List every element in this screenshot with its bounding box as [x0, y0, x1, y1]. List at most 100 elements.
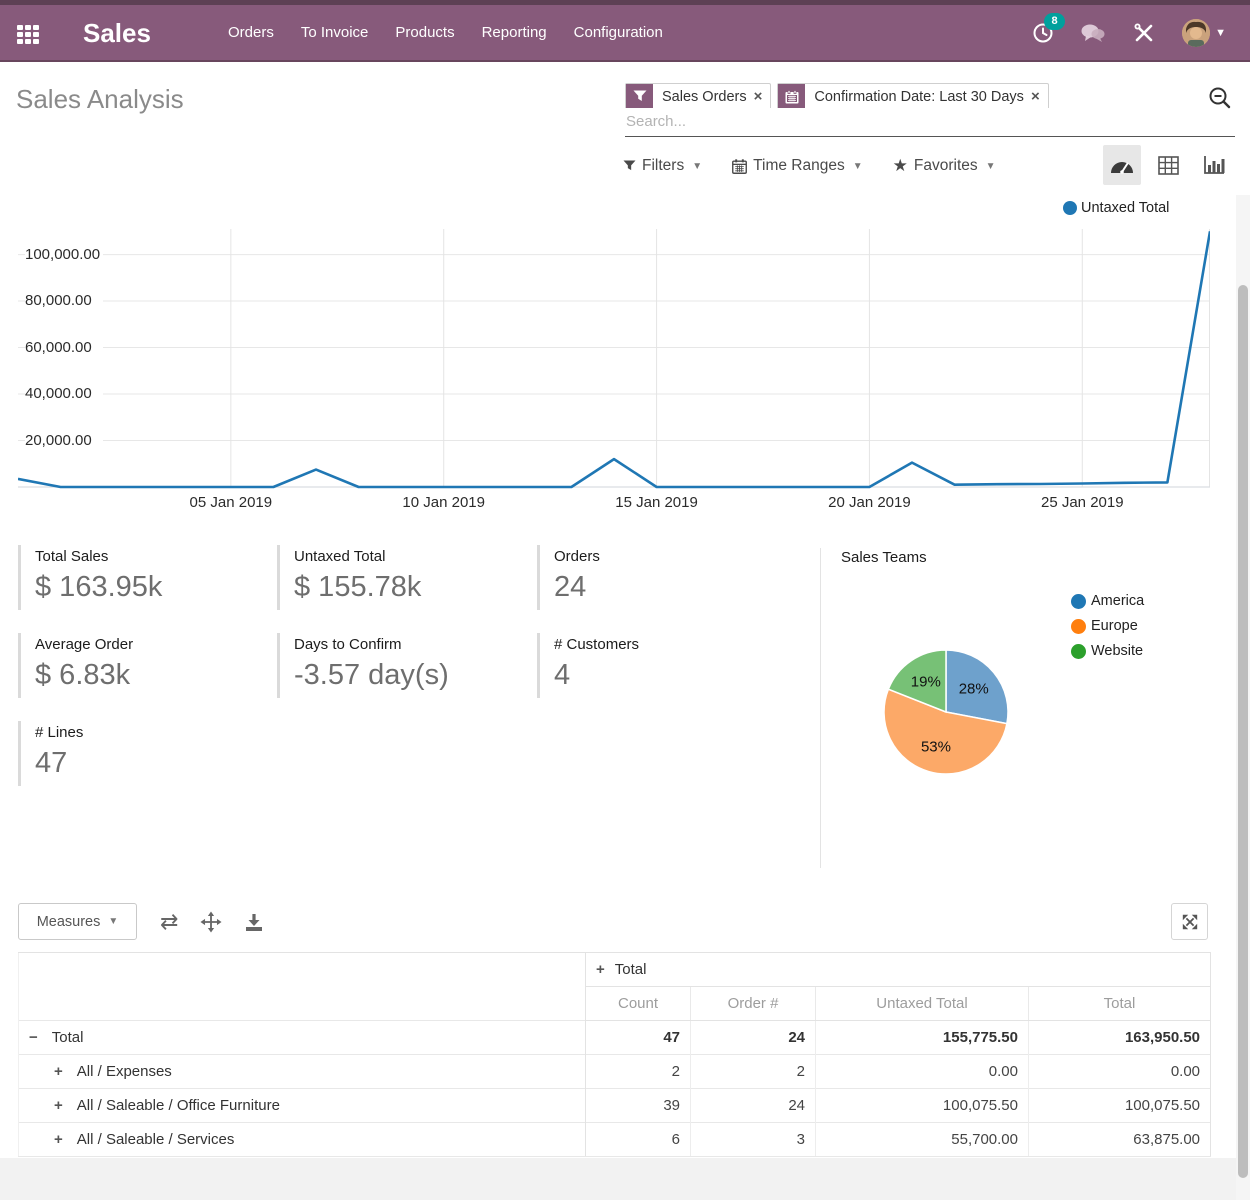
legend-website[interactable]: Website — [1071, 643, 1144, 659]
cell: 55,700.00 — [816, 1123, 1029, 1157]
pie-slice-percentage: 53% — [921, 738, 951, 755]
avatar — [1182, 19, 1210, 47]
kpi-untaxed-total[interactable]: Untaxed Total $ 155.78k — [277, 545, 525, 610]
fullscreen-button[interactable] — [1171, 903, 1208, 940]
y-tick-label: 40,000.00 — [25, 385, 103, 402]
time-ranges-dropdown[interactable]: Time Ranges ▼ — [732, 157, 863, 175]
chevron-down-icon: ▼ — [692, 161, 702, 172]
cell: 2 — [586, 1055, 691, 1089]
activities-button[interactable]: 8 — [1032, 22, 1054, 44]
section-divider — [820, 548, 821, 868]
user-menu[interactable]: ▼ — [1182, 19, 1226, 47]
y-tick-label: 80,000.00 — [25, 292, 103, 309]
chevron-down-icon: ▼ — [108, 916, 118, 927]
facet-remove-icon[interactable]: × — [754, 84, 771, 109]
tools-icon — [1132, 21, 1156, 45]
cell: 24 — [691, 1021, 816, 1055]
pie-slice-percentage: 28% — [959, 681, 989, 698]
filter-icon — [626, 84, 653, 109]
cell: 3 — [691, 1123, 816, 1157]
systray: 8 — [1032, 5, 1226, 60]
row-header-office-furniture[interactable]: +All / Saleable / Office Furniture — [19, 1089, 586, 1123]
kpi-days-to-confirm[interactable]: Days to Confirm -3.57 day(s) — [277, 633, 525, 698]
bar-chart-icon — [1203, 155, 1225, 175]
apps-menu-icon[interactable] — [17, 25, 43, 47]
calendar-icon — [778, 84, 805, 109]
download-xlsx-button[interactable] — [244, 912, 264, 932]
x-tick-label: 25 Jan 2019 — [1022, 494, 1142, 511]
pivot-column-group-total[interactable]: +Total — [586, 953, 1211, 987]
row-header-services[interactable]: +All / Saleable / Services — [19, 1123, 586, 1157]
row-header-expenses[interactable]: +All / Expenses — [19, 1055, 586, 1089]
kpi-lines[interactable]: # Lines 47 — [18, 721, 266, 786]
line-chart-plot — [18, 228, 1210, 490]
header-order-count[interactable]: Order # — [691, 987, 816, 1021]
star-icon: ★ — [893, 156, 908, 176]
expand-icon — [1181, 913, 1199, 931]
chevron-down-icon: ▼ — [1215, 27, 1226, 39]
measures-button[interactable]: Measures ▼ — [18, 903, 137, 940]
pivot-view-button[interactable] — [1149, 145, 1187, 185]
chat-icon — [1080, 22, 1106, 44]
cell: 24 — [691, 1089, 816, 1123]
legend-europe[interactable]: Europe — [1071, 618, 1144, 634]
menu-orders[interactable]: Orders — [228, 24, 274, 41]
header-untaxed-total[interactable]: Untaxed Total — [816, 987, 1029, 1021]
x-tick-label: 05 Jan 2019 — [171, 494, 291, 511]
legend-america[interactable]: America — [1071, 593, 1144, 609]
legend-dot — [1063, 201, 1077, 215]
y-tick-label: 100,000.00 — [25, 246, 103, 263]
activities-badge: 8 — [1044, 13, 1065, 30]
facet-confirmation-date: Confirmation Date: Last 30 Days × — [777, 83, 1048, 110]
search-input[interactable] — [625, 108, 1235, 136]
favorites-dropdown[interactable]: ★ Favorites ▼ — [893, 156, 996, 176]
sales-teams-pie — [879, 645, 1013, 779]
pivot-row-office-furniture: +All / Saleable / Office Furniture 39 24… — [19, 1089, 1211, 1123]
flip-axis-button[interactable]: ⇄ — [160, 911, 178, 933]
kpi-customers[interactable]: # Customers 4 — [537, 633, 785, 698]
app-title: Sales — [83, 18, 151, 49]
pivot-row-expenses: +All / Expenses 2 2 0.00 0.00 — [19, 1055, 1211, 1089]
scrollbar-thumb[interactable] — [1238, 285, 1248, 1178]
chart-legend[interactable]: Untaxed Total — [1063, 200, 1169, 216]
cell: 6 — [586, 1123, 691, 1157]
search-toggle-icon[interactable] — [1207, 85, 1233, 116]
plus-icon: + — [54, 1097, 63, 1114]
kpi-orders[interactable]: Orders 24 — [537, 545, 785, 610]
menu-to-invoice[interactable]: To Invoice — [301, 24, 369, 41]
legend-dot — [1071, 594, 1086, 609]
cell: 2 — [691, 1055, 816, 1089]
untaxed-total-chart: Untaxed Total 20,000.0040,000.0060,000.0… — [0, 195, 1236, 520]
filter-icon — [623, 160, 636, 172]
debug-tools-button[interactable] — [1132, 21, 1156, 45]
legend-label: Untaxed Total — [1081, 200, 1169, 216]
menu-products[interactable]: Products — [395, 24, 454, 41]
top-navbar: Sales Orders To Invoice Products Reporti… — [0, 0, 1250, 62]
menu-configuration[interactable]: Configuration — [574, 24, 663, 41]
cell: 100,075.50 — [1029, 1089, 1211, 1123]
facet-remove-icon[interactable]: × — [1031, 84, 1048, 109]
messages-button[interactable] — [1080, 22, 1106, 44]
pivot-table: +Total Count Order # Untaxed Total Total… — [18, 952, 1211, 1157]
kpi-average-order[interactable]: Average Order $ 6.83k — [18, 633, 266, 698]
filters-dropdown[interactable]: Filters ▼ — [623, 157, 702, 175]
plus-icon: + — [54, 1063, 63, 1080]
dashboard-icon — [1110, 157, 1134, 174]
move-icon — [200, 911, 222, 933]
nav-menus: Orders To Invoice Products Reporting Con… — [228, 5, 663, 60]
menu-reporting[interactable]: Reporting — [482, 24, 547, 41]
sales-teams-legend: America Europe Website — [1071, 593, 1144, 659]
row-header-total[interactable]: −Total — [19, 1021, 586, 1055]
header-total[interactable]: Total — [1029, 987, 1211, 1021]
x-tick-label: 15 Jan 2019 — [597, 494, 717, 511]
dashboard-view-button[interactable] — [1103, 145, 1141, 185]
kpi-total-sales[interactable]: Total Sales $ 163.95k — [18, 545, 266, 610]
expand-all-button[interactable] — [200, 911, 222, 933]
cell: 163,950.50 — [1029, 1021, 1211, 1055]
graph-view-button[interactable] — [1195, 145, 1233, 185]
calendar-icon — [732, 159, 747, 174]
download-icon — [244, 912, 264, 932]
header-count[interactable]: Count — [586, 987, 691, 1021]
pivot-row-services: +All / Saleable / Services 6 3 55,700.00… — [19, 1123, 1211, 1157]
pivot-corner-cell — [19, 953, 586, 1021]
